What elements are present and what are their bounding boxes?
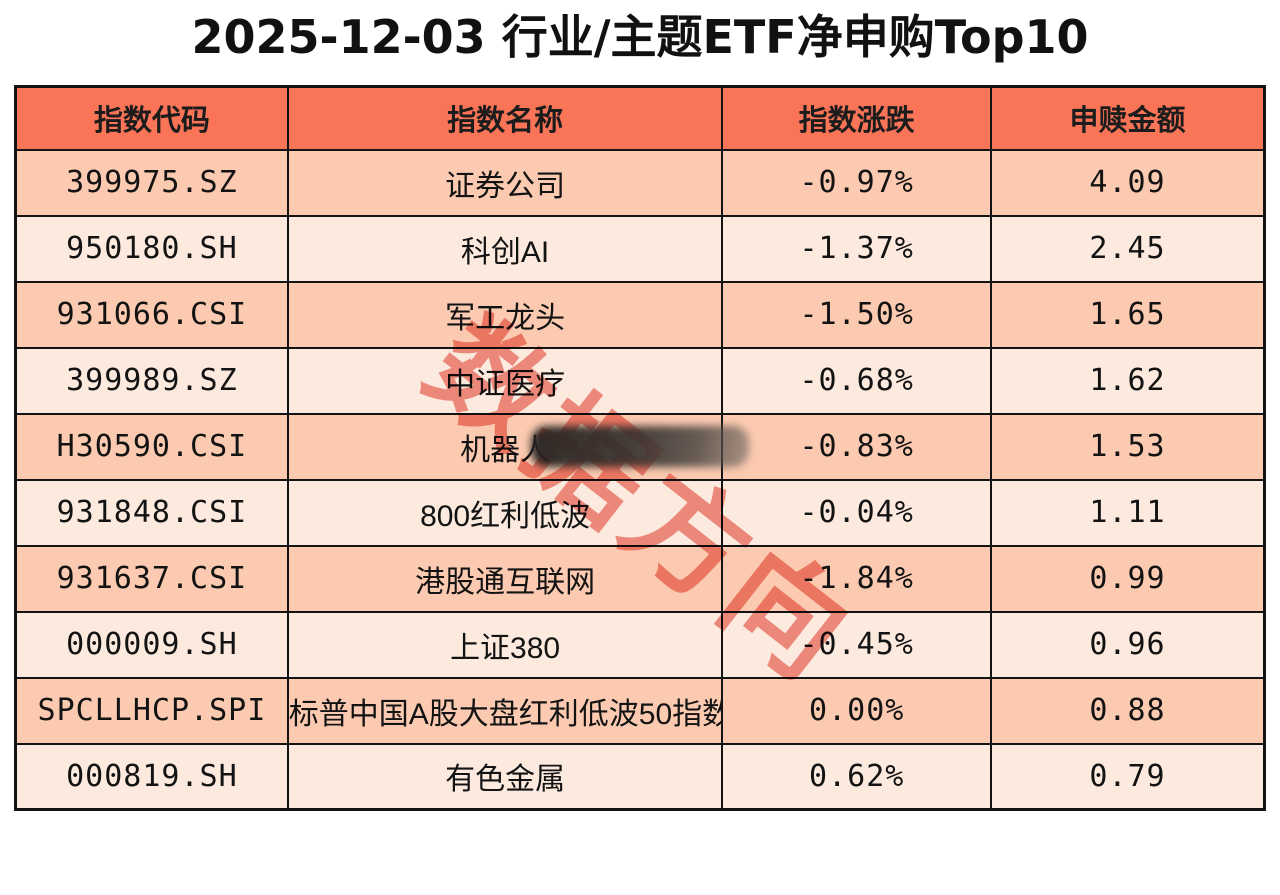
cell-code: 931066.CSI (14, 280, 289, 349)
cell-change: -0.68% (721, 346, 992, 415)
table-row: 931637.CSI 港股通互联网 -1.84% 0.99 (14, 544, 1266, 613)
cell-code: 399975.SZ (14, 148, 289, 217)
cell-code: 950180.SH (14, 214, 289, 283)
cell-name: 军工龙头 (286, 280, 724, 349)
cell-change: 0.00% (721, 676, 992, 745)
column-header-index-change: 指数涨跌 (721, 85, 992, 151)
cell-code: SPCLLHCP.SPI (14, 676, 289, 745)
cell-amount: 1.11 (989, 478, 1266, 547)
cell-amount: 2.45 (989, 214, 1266, 283)
cell-name: 上证380 (286, 610, 724, 679)
cell-code: 399989.SZ (14, 346, 289, 415)
cell-name: 科创AI (286, 214, 724, 283)
cell-amount: 1.53 (989, 412, 1266, 481)
table-row: H30590.CSI 机器人 -0.83% 1.53 (14, 412, 1266, 481)
table-row: 000819.SH 有色金属 0.62% 0.79 (14, 742, 1266, 811)
cell-code: 000819.SH (14, 742, 289, 811)
cell-amount: 1.62 (989, 346, 1266, 415)
cell-amount: 4.09 (989, 148, 1266, 217)
cell-name: 800红利低波 (286, 478, 724, 547)
cell-code: 931637.CSI (14, 544, 289, 613)
table-row: 399975.SZ 证券公司 -0.97% 4.09 (14, 148, 1266, 217)
cell-name: 有色金属 (286, 742, 724, 811)
table-body: 399975.SZ 证券公司 -0.97% 4.09 950180.SH 科创AI -1.3… (14, 148, 1266, 811)
cell-change: -1.37% (721, 214, 992, 283)
table-row: 000009.SH 上证380 -0.45% 0.96 (14, 610, 1266, 679)
cell-change: -0.45% (721, 610, 992, 679)
table-row: 399989.SZ 中证医疗 -0.68% 1.62 (14, 346, 1266, 415)
cell-amount: 0.96 (989, 610, 1266, 679)
table-row: 931066.CSI 军工龙头 -1.50% 1.65 (14, 280, 1266, 349)
cell-amount: 0.79 (989, 742, 1266, 811)
cell-name: 中证医疗 (286, 346, 724, 415)
header-row: 指数代码 指数名称 指数涨跌 申赎金额 (14, 85, 1266, 151)
cell-change: -1.50% (721, 280, 992, 349)
cell-change: -0.97% (721, 148, 992, 217)
table-row: 950180.SH 科创AI -1.37% 2.45 (14, 214, 1266, 283)
etf-table: 指数代码 指数名称 指数涨跌 申赎金额 399975.SZ 证券公司 -0.97% 4… (14, 85, 1266, 811)
column-header-index-code: 指数代码 (14, 85, 289, 151)
cell-change: 0.62% (721, 742, 992, 811)
cell-code: 000009.SH (14, 610, 289, 679)
cell-amount: 1.65 (989, 280, 1266, 349)
table-row: SPCLLHCP.SPI 标普中国A股大盘红利低波50指数 0.00% 0.88 (14, 676, 1266, 745)
cell-change: -0.04% (721, 478, 992, 547)
cell-code: H30590.CSI (14, 412, 289, 481)
cell-name: 标普中国A股大盘红利低波50指数 (286, 676, 724, 745)
cell-name: 港股通互联网 (286, 544, 724, 613)
page-title: 2025-12-03 行业/主题ETF净申购Top10 (191, 10, 1089, 64)
cell-code: 931848.CSI (14, 478, 289, 547)
table-row: 931848.CSI 800红利低波 -0.04% 1.11 (14, 478, 1266, 547)
cell-name: 证券公司 (286, 148, 724, 217)
cell-change: -0.83% (721, 412, 992, 481)
column-header-index-name: 指数名称 (286, 85, 724, 151)
cell-amount: 0.99 (989, 544, 1266, 613)
cell-change: -1.84% (721, 544, 992, 613)
column-header-amount: 申赎金额 (989, 85, 1266, 151)
cell-amount: 0.88 (989, 676, 1266, 745)
cell-name: 机器人 (286, 412, 724, 481)
